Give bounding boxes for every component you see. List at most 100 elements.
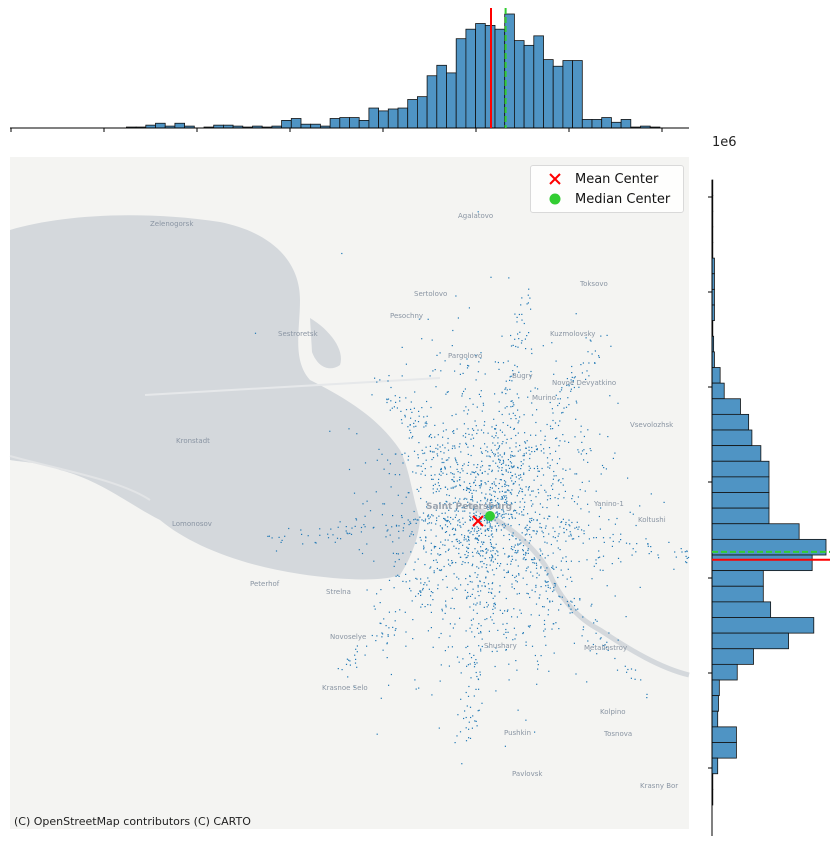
- scatter-point: [504, 485, 506, 487]
- scatter-point: [466, 367, 469, 369]
- place-label: Kuzmolovsky: [550, 330, 596, 338]
- scatter-point: [405, 397, 407, 399]
- scatter-point: [447, 449, 450, 451]
- x-histogram-bar: [310, 123, 321, 129]
- scatter-point: [596, 653, 598, 655]
- scatter-point: [479, 487, 481, 489]
- scatter-point: [559, 420, 561, 422]
- scatter-point: [401, 453, 403, 456]
- scatter-point: [574, 376, 576, 378]
- scatter-point: [506, 563, 508, 565]
- scatter-point: [438, 485, 440, 487]
- y-axis-offset-label: 1e6: [712, 135, 737, 150]
- scatter-point: [570, 390, 572, 392]
- scatter-point: [471, 624, 473, 626]
- scatter-point: [588, 375, 590, 377]
- scatter-point: [531, 352, 533, 355]
- scatter-point: [528, 487, 530, 489]
- scatter-point: [473, 472, 475, 474]
- scatter-point: [536, 564, 538, 566]
- scatter-point: [394, 629, 396, 631]
- scatter-point: [400, 419, 403, 421]
- scatter-point: [379, 379, 381, 381]
- scatter-point: [465, 557, 467, 559]
- scatter-point: [394, 453, 396, 455]
- scatter-point: [522, 549, 524, 551]
- scatter-point: [579, 598, 581, 600]
- scatter-point: [571, 521, 573, 524]
- scatter-point: [466, 596, 468, 598]
- scatter-point: [389, 409, 391, 411]
- scatter-point: [506, 503, 508, 505]
- neva-river: [468, 502, 690, 678]
- scatter-point: [355, 519, 358, 521]
- scatter-point: [505, 502, 507, 504]
- scatter-point: [499, 479, 501, 481]
- scatter-point: [432, 592, 434, 594]
- scatter-point: [518, 490, 521, 492]
- scatter-point: [515, 575, 517, 577]
- scatter-point: [498, 525, 500, 527]
- scatter-point: [480, 483, 482, 485]
- scatter-point: [467, 695, 470, 697]
- place-label: Metallostroy: [584, 644, 628, 652]
- scatter-point: [509, 379, 511, 381]
- scatter-point: [537, 668, 539, 670]
- scatter-point: [587, 461, 589, 463]
- scatter-point: [489, 525, 491, 527]
- scatter-point: [562, 411, 564, 414]
- scatter-point: [519, 487, 522, 489]
- scatter-point: [506, 572, 508, 574]
- scatter-point: [511, 380, 513, 382]
- scatter-point: [620, 533, 622, 535]
- scatter-point: [478, 516, 480, 518]
- scatter-point: [504, 745, 506, 747]
- scatter-point: [462, 510, 464, 512]
- scatter-point: [496, 516, 498, 518]
- scatter-point: [467, 409, 470, 411]
- scatter-point: [532, 575, 534, 577]
- scatter-point: [550, 428, 552, 430]
- scatter-point: [455, 485, 457, 487]
- scatter-point: [436, 567, 438, 570]
- scatter-point: [354, 686, 356, 688]
- scatter-point: [461, 763, 463, 765]
- scatter-point: [614, 452, 616, 454]
- scatter-point: [480, 429, 483, 431]
- scatter-point: [559, 458, 561, 460]
- scatter-point: [490, 276, 492, 278]
- scatter-point: [407, 519, 409, 521]
- scatter-point: [535, 562, 537, 564]
- scatter-point: [444, 486, 447, 488]
- scatter-point: [563, 531, 565, 533]
- scatter-point: [466, 665, 468, 667]
- x-histogram-bar: [378, 110, 389, 129]
- place-label: Kronstadt: [176, 437, 210, 445]
- scatter-point: [607, 436, 609, 438]
- scatter-point: [579, 489, 581, 491]
- scatter-point: [385, 524, 387, 526]
- scatter-point: [366, 589, 368, 591]
- scatter-point: [364, 526, 366, 528]
- scatter-point: [523, 459, 525, 461]
- scatter-point: [484, 470, 486, 473]
- scatter-point: [519, 331, 521, 333]
- scatter-point: [529, 518, 531, 520]
- scatter-point: [533, 519, 535, 521]
- scatter-point: [486, 606, 488, 608]
- scatter-point: [491, 470, 493, 473]
- scatter-point: [526, 567, 528, 569]
- scatter-point: [349, 660, 351, 662]
- scatter-point: [518, 484, 520, 486]
- scatter-point: [383, 468, 385, 470]
- scatter-point: [473, 464, 475, 466]
- scatter-points: [254, 211, 690, 765]
- scatter-point: [410, 590, 412, 592]
- scatter-point: [458, 540, 460, 542]
- scatter-point: [454, 486, 456, 488]
- scatter-point: [410, 401, 412, 403]
- scatter-point: [625, 542, 628, 544]
- scatter-point: [519, 543, 521, 545]
- scatter-point: [444, 447, 446, 449]
- scatter-point: [523, 453, 525, 455]
